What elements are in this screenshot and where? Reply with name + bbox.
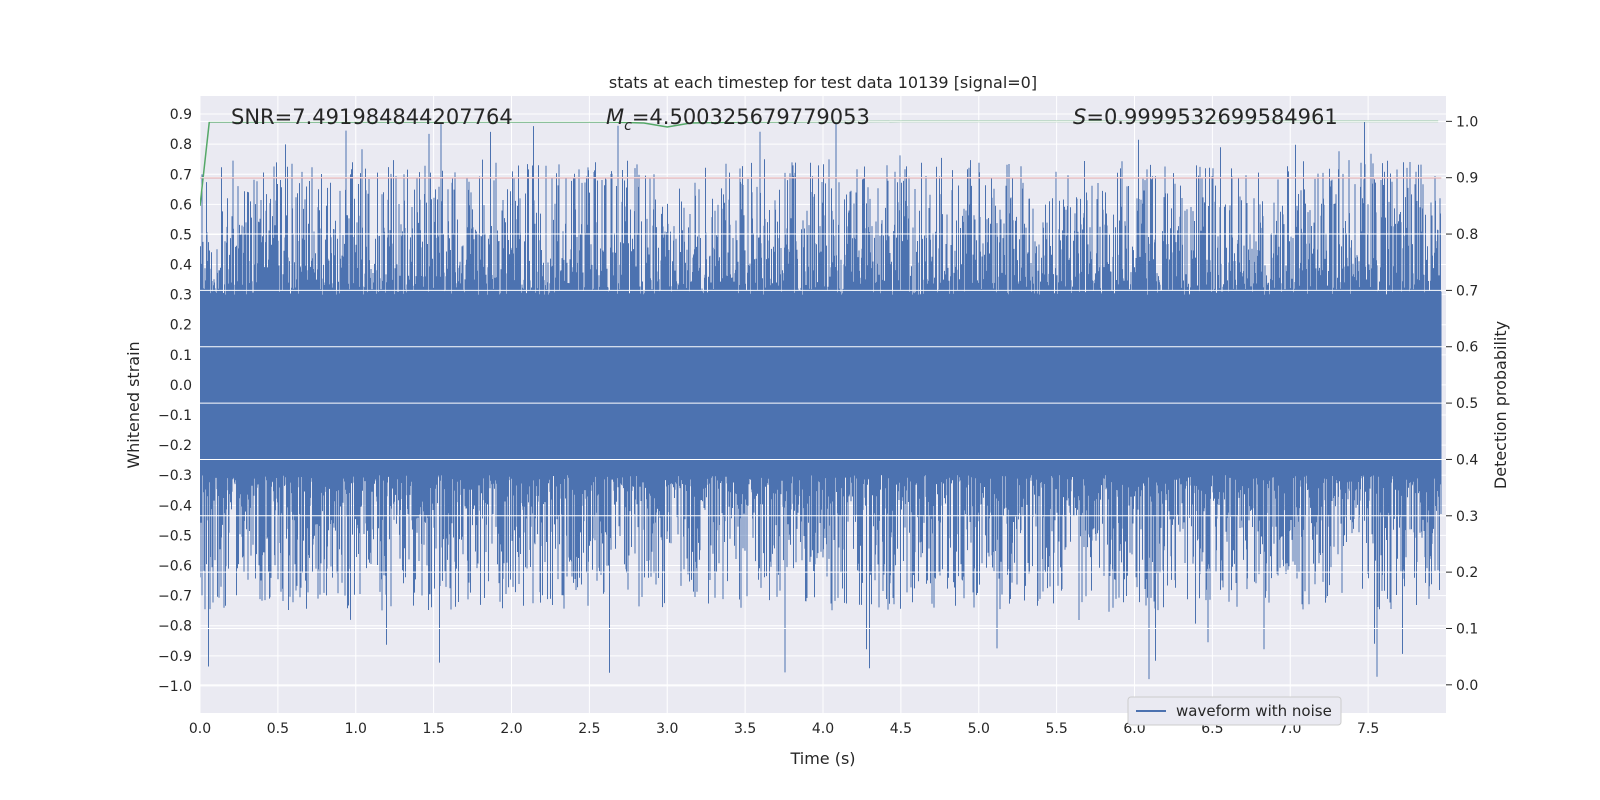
y-left-tick-label: 0.3	[170, 288, 192, 304]
series-waveform-with-noise	[200, 120, 1442, 680]
y-right-axis-ticks: 1.0 0.9 0.8 0.7 0.6 0.5 0.4 0.3 0.2 0.1 0.0	[1446, 114, 1478, 694]
legend: waveform with noise	[1127, 696, 1342, 726]
legend-label-waveform: waveform with noise	[1176, 702, 1332, 720]
y-left-tick-label: 0.2	[170, 318, 192, 334]
y-left-tick-label: 0.7	[170, 167, 192, 183]
x-tick-label: 3.0	[656, 721, 678, 737]
y-right-axis-label: Detection probability	[1491, 321, 1510, 489]
y-left-tick-label: 0.6	[170, 197, 192, 213]
y-left-axis-ticks: 0.9 0.8 0.7 0.6 0.5 0.4 0.3 0.2 0.1 0.0 −0.1 −0.2 −0…	[158, 107, 192, 695]
s-value: =0.9999532699584961	[1086, 105, 1337, 129]
x-tick-label: 4.5	[890, 721, 912, 737]
x-axis-label: Time (s)	[789, 749, 855, 768]
x-tick-label: 5.0	[968, 721, 990, 737]
x-tick-label: 4.0	[812, 721, 834, 737]
chart-title: stats at each timestep for test data 101…	[609, 73, 1037, 92]
y-right-tick-label: 0.8	[1456, 227, 1478, 243]
y-right-tick-label: 0.5	[1456, 396, 1478, 412]
y-left-tick-label: 0.5	[170, 227, 192, 243]
y-left-tick-label: −0.2	[158, 438, 192, 454]
y-right-tick-label: 0.2	[1456, 565, 1478, 581]
x-tick-label: 7.5	[1357, 721, 1379, 737]
y-left-tick-label: 0.1	[170, 348, 192, 364]
x-tick-label: 3.5	[734, 721, 756, 737]
chirp-mass-value: =4.500325679779053	[632, 105, 870, 129]
y-left-tick-label: −0.6	[158, 559, 192, 575]
y-right-tick-label: 0.3	[1456, 509, 1478, 525]
x-tick-label: 1.0	[345, 721, 367, 737]
y-left-tick-label: 0.8	[170, 137, 192, 153]
y-left-tick-label: −0.1	[158, 408, 192, 424]
annotation-snr: SNR=7.491984844207764	[231, 105, 513, 129]
x-tick-label: 5.5	[1045, 721, 1067, 737]
y-left-tick-label: −0.9	[158, 649, 192, 665]
y-left-tick-label: −1.0	[158, 679, 192, 695]
annotation-chirp-mass: Mc=4.500325679779053	[606, 105, 870, 134]
chirp-mass-subscript: c	[624, 118, 632, 134]
y-left-tick-label: −0.8	[158, 619, 192, 635]
annotation-s: S=0.9999532699584961	[1073, 105, 1338, 129]
y-left-tick-label: −0.5	[158, 528, 192, 544]
chirp-mass-symbol: M	[606, 105, 624, 129]
y-left-tick-label: −0.3	[158, 468, 192, 484]
y-right-tick-label: 0.9	[1456, 171, 1478, 187]
y-left-tick-label: 0.0	[170, 378, 192, 394]
y-right-tick-label: 0.4	[1456, 452, 1478, 468]
y-left-tick-label: 0.4	[170, 258, 192, 274]
x-tick-label: 0.0	[189, 721, 211, 737]
y-right-tick-label: 0.1	[1456, 621, 1478, 637]
y-left-axis-label: Whitened strain	[124, 341, 143, 468]
y-right-tick-label: 0.6	[1456, 340, 1478, 356]
y-left-tick-label: −0.7	[158, 589, 192, 605]
y-right-tick-label: 0.0	[1456, 678, 1478, 694]
x-tick-label: 1.5	[422, 721, 444, 737]
grid-right-axis	[200, 120, 1446, 686]
y-left-tick-label: −0.4	[158, 498, 192, 514]
y-right-tick-label: 1.0	[1456, 114, 1478, 130]
y-right-tick-label: 0.7	[1456, 283, 1478, 299]
x-tick-label: 0.5	[267, 721, 289, 737]
x-tick-label: 2.0	[500, 721, 522, 737]
y-left-tick-label: 0.9	[170, 107, 192, 123]
legend-box	[1127, 696, 1342, 726]
x-tick-label: 2.5	[578, 721, 600, 737]
s-symbol: S	[1073, 105, 1086, 129]
